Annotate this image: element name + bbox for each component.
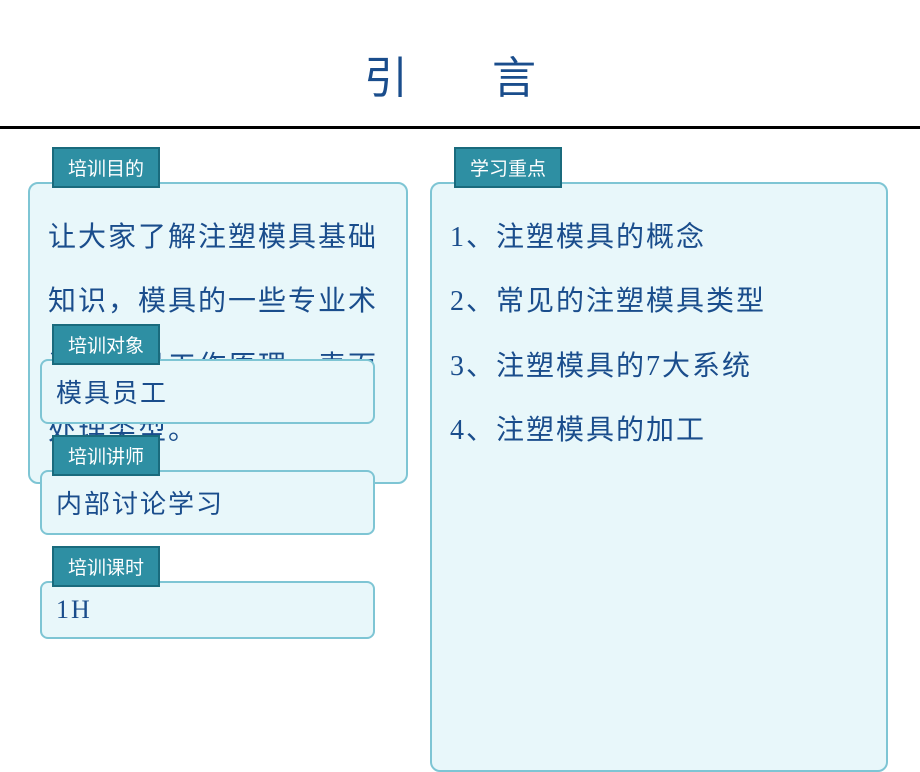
lecturer-text-box: 内部讨论学习 [40,470,375,535]
hours-text-box: 1H [40,581,375,639]
label-hours: 培训课时 [52,546,160,587]
keypoints-text-box: 1、注塑模具的概念 2、常见的注塑模具类型 3、注塑模具的7大系统 4、注塑模具… [430,182,888,772]
keypoint-3: 3、注塑模具的7大系统 [450,335,868,399]
page-title: 引 言 [0,0,920,124]
label-purpose: 培训目的 [52,147,160,188]
target-text-box: 模具员工 [40,359,375,424]
keypoint-4: 4、注塑模具的加工 [450,399,868,463]
keypoint-2: 2、常见的注塑模具类型 [450,270,868,334]
label-lecturer: 培训讲师 [52,435,160,476]
content-area: 培训目的 培训对象 培训讲师 培训课时 学习重点 让大家了解注塑模具基础知识，模… [0,129,920,147]
label-target: 培训对象 [52,324,160,365]
keypoint-1: 1、注塑模具的概念 [450,206,868,270]
label-keypoints: 学习重点 [454,147,562,188]
